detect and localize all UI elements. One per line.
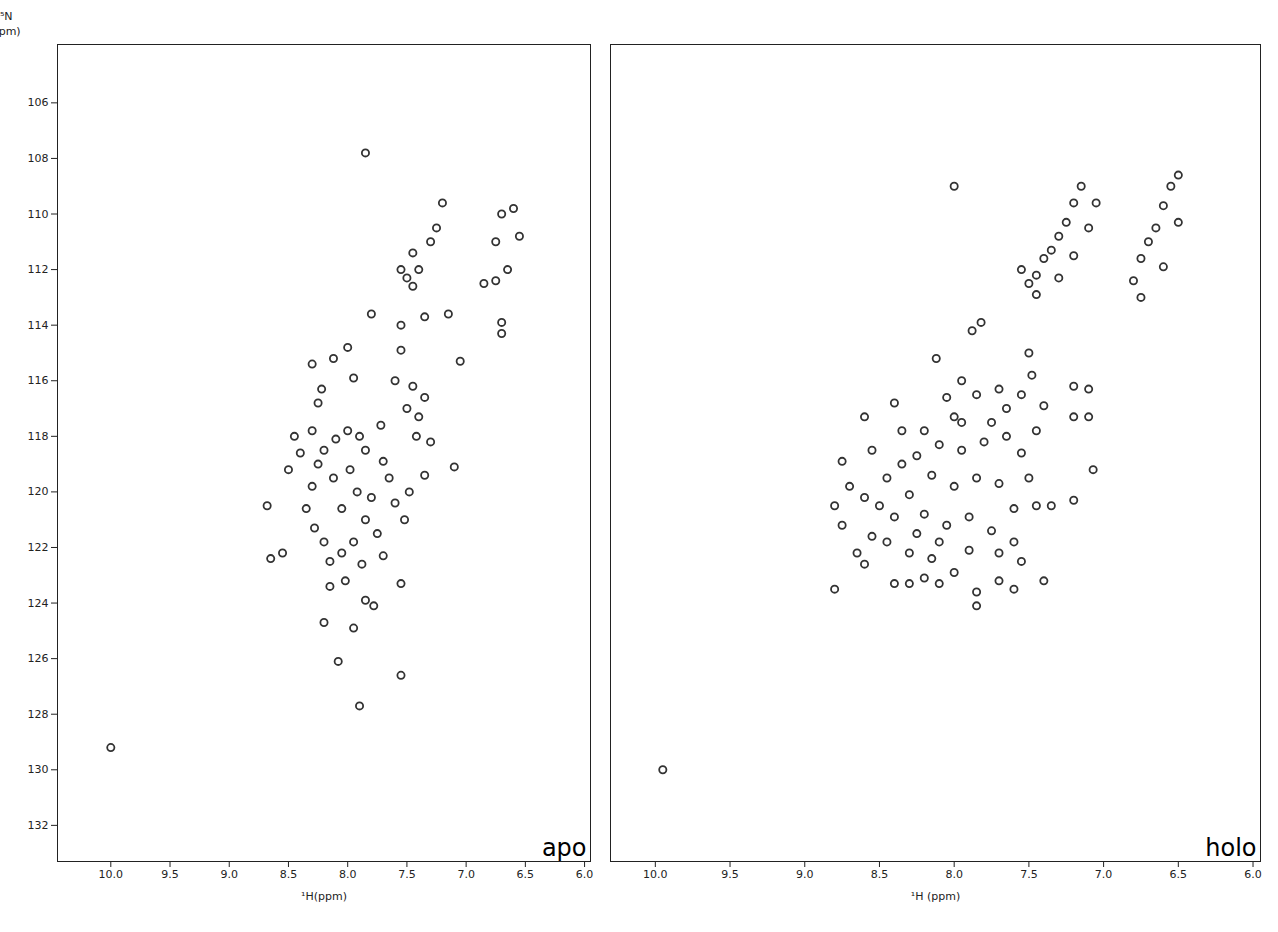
svg-text:9.5: 9.5 [721, 868, 739, 881]
svg-text:108: 108 [28, 152, 49, 165]
svg-text:112: 112 [28, 263, 49, 276]
svg-text:¹⁵N: ¹⁵N [0, 10, 13, 23]
svg-text:7.5: 7.5 [398, 868, 416, 881]
svg-text:9.0: 9.0 [220, 868, 238, 881]
svg-text:8.5: 8.5 [871, 868, 889, 881]
svg-text:118: 118 [28, 430, 49, 443]
svg-text:8.5: 8.5 [280, 868, 298, 881]
svg-text:124: 124 [28, 597, 49, 610]
svg-text:10.0: 10.0 [643, 868, 668, 881]
svg-text:(ppm): (ppm) [0, 25, 21, 38]
svg-text:7.0: 7.0 [1095, 868, 1113, 881]
svg-text:128: 128 [28, 708, 49, 721]
svg-text:106: 106 [28, 96, 49, 109]
svg-text:116: 116 [28, 374, 49, 387]
svg-text:¹H(ppm): ¹H(ppm) [301, 890, 347, 903]
svg-text:6.0: 6.0 [1244, 868, 1262, 881]
svg-text:126: 126 [28, 652, 49, 665]
svg-text:¹H (ppm): ¹H (ppm) [911, 890, 960, 903]
svg-text:6.0: 6.0 [576, 868, 594, 881]
svg-text:6.5: 6.5 [1170, 868, 1188, 881]
svg-text:holo: holo [1205, 834, 1256, 862]
svg-text:8.0: 8.0 [339, 868, 357, 881]
svg-text:122: 122 [28, 541, 49, 554]
svg-text:130: 130 [28, 763, 49, 776]
svg-text:114: 114 [28, 319, 49, 332]
svg-text:9.0: 9.0 [796, 868, 814, 881]
svg-text:7.0: 7.0 [457, 868, 475, 881]
svg-text:9.5: 9.5 [161, 868, 179, 881]
svg-text:10.0: 10.0 [99, 868, 124, 881]
svg-text:6.5: 6.5 [517, 868, 535, 881]
svg-text:110: 110 [28, 208, 49, 221]
svg-text:132: 132 [28, 819, 49, 832]
svg-text:apo: apo [542, 834, 587, 862]
svg-text:8.0: 8.0 [945, 868, 963, 881]
svg-text:120: 120 [28, 485, 49, 498]
svg-text:7.5: 7.5 [1020, 868, 1038, 881]
